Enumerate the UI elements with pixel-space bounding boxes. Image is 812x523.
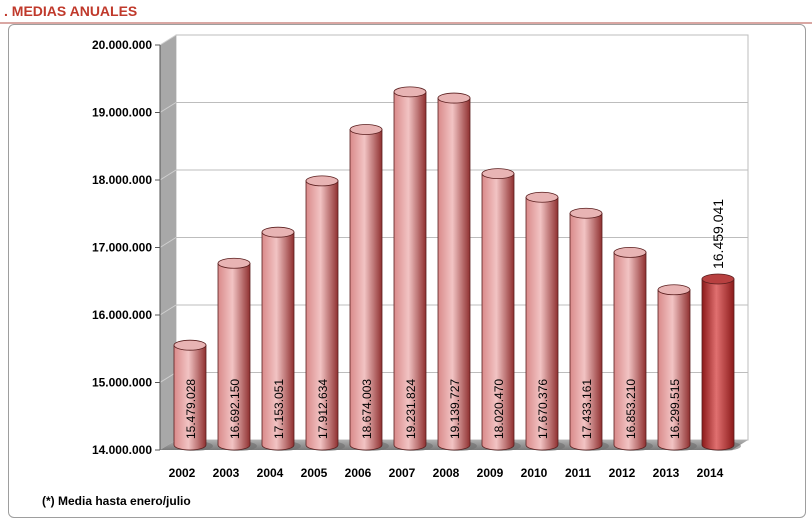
x-tick-label: 2006 [345,466,372,480]
y-axis: 14.000.000 15.000.000 16.000.000 17.000.000… [92,38,161,457]
bar-value-label: 16.299.515 [668,379,682,439]
bar-body [261,231,295,451]
bar-value-label: 19.139.727 [448,379,462,439]
y-tick-label: 19.000.000 [92,106,152,120]
bar-2011: 17.433.161 [569,207,609,451]
bar-cap [437,92,471,104]
bar-value-label: 15.479.028 [184,379,198,439]
bar-value-label: 16.853.210 [624,379,638,439]
bar-cap [525,191,559,203]
bar-value-label: 17.670.376 [536,379,550,439]
bar-2009: 18.020.470 [481,168,521,451]
bar-body [393,91,427,451]
bar-cap [349,124,383,135]
bar-body [217,262,251,451]
bar-cap [217,257,251,269]
y-tick-label: 16.000.000 [92,308,152,322]
bar-cap [261,226,295,238]
y-tick-label: 17.000.000 [92,241,152,255]
x-tick-label: 2009 [477,466,504,480]
bar-body [525,196,559,451]
x-tick-label: 2002 [169,466,196,480]
bar-body [701,278,735,451]
x-tick-label: 2005 [301,466,328,480]
x-tick-label: 2014 [697,466,724,480]
gridline-side [159,34,177,46]
gridline-side [159,102,177,113]
bar-2003: 16.692.150 [217,257,257,451]
x-axis: 2002 2003 2004 2005 2006 2007 2008 2009 2010 2011… [169,466,724,480]
y-tick-label: 20.000.000 [92,38,152,52]
bar-body [437,97,471,451]
bar-body [173,344,207,451]
x-tick-label: 2011 [565,466,591,480]
bar-cap [657,284,691,296]
bar-2005: 17.912.634 [305,175,345,451]
bar-value-label: 17.433.161 [580,379,594,439]
x-tick-label: 2012 [609,466,636,480]
bar-2007: 19.231.824 [393,86,433,451]
bar-cap [569,207,603,219]
x-tick-label: 2007 [389,466,416,480]
bar-value-label: 18.020.470 [492,379,506,439]
bar-2008: 19.139.727 [437,92,477,451]
footnote: (*) Media hasta enero/julio [42,494,191,508]
gridline-side [159,237,177,248]
x-tick-label: 2004 [257,466,284,480]
bar-2002: 15.479.028 [173,339,213,451]
bar-body [305,180,339,451]
x-tick-label: 2010 [521,466,548,480]
chart-frame [8,24,806,518]
x-tick-label: 2003 [213,466,240,480]
gridline-side [159,169,177,181]
bar-2013: 16.299.515 [657,284,697,451]
title-rule [0,22,812,24]
bar-body [613,252,647,451]
bar-value-label: 17.912.634 [316,379,330,439]
bar-cap [393,86,427,98]
bar-value-label: 18.674.003 [360,379,374,439]
bar-cap [701,273,735,285]
bar-body [569,212,603,451]
bar-cap [305,175,339,187]
x-tick-label: 2013 [653,466,680,480]
bar-body [657,289,691,451]
bar-2010: 17.670.376 [525,191,565,451]
bar-value-label: 19.231.824 [404,379,418,439]
bar-body [349,129,383,451]
x-tick-label: 2008 [433,466,460,480]
bar-cap [173,339,207,351]
bar-2006: 18.674.003 [349,124,389,451]
gridline-side [159,304,177,316]
bar-body [481,173,515,451]
bar-2004: 17.153.051 [261,226,301,451]
bar-2012: 16.853.210 [613,247,653,451]
gridline-side [159,372,177,383]
bar-value-label: 16.692.150 [228,379,242,439]
bar-2014: 16.459.041 [701,199,741,451]
bar-cap [613,247,647,258]
bar-cap [481,168,515,180]
y-tick-label: 14.000.000 [92,443,152,457]
bar-value-label: 17.153.051 [272,379,286,439]
y-tick-label: 15.000.000 [92,376,152,390]
bars: 15.479.028 16.692.150 17.153.051 17.912.634… [173,86,741,451]
page-title: . MEDIAS ANUALES [4,3,138,19]
y-tick-label: 18.000.000 [92,173,152,187]
bar-value-label: 16.459.041 [710,199,726,269]
